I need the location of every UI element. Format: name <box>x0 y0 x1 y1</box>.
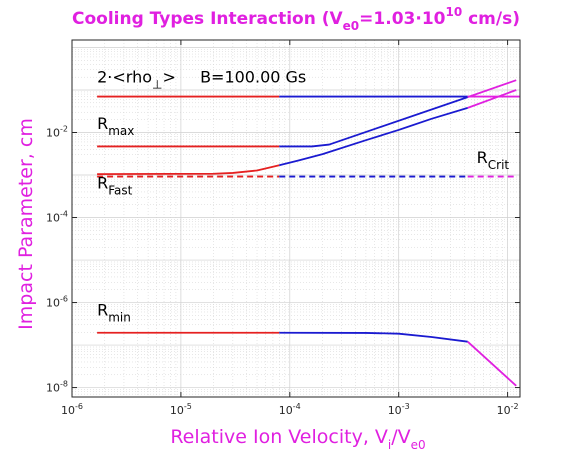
ticks: 10-6 10-5 10-4 10-3 10-2 10-8 10-6 10-4 10-2 <box>46 40 520 417</box>
rcrit-label: RCrit <box>477 148 510 172</box>
r-max-lower-line-magenta <box>467 89 517 109</box>
r-max-lower-line-red <box>97 164 280 176</box>
x-tick-label: 10-5 <box>170 402 192 417</box>
r-max-lower-line-blue <box>279 106 468 167</box>
series-group <box>97 79 520 387</box>
x-tick-label: 10-3 <box>388 402 410 417</box>
x-tick-label: 10-2 <box>497 402 519 417</box>
r-max-line-magenta <box>467 79 517 98</box>
rho-label: 2·<rho⊥> <box>97 68 176 92</box>
x-axis-label: Relative Ion Velocity, Vi/Ve0 <box>170 426 425 452</box>
r-max-line-blue <box>279 96 468 148</box>
y-tick-label: 10-2 <box>46 125 68 140</box>
y-axis-label: Impact Parameter, cm <box>15 118 37 330</box>
rfast-label: RFast <box>97 174 133 198</box>
chart-title: Cooling Types Interaction (Ve0=1.03·1010… <box>72 5 520 33</box>
b-label: B=100.00 Gs <box>200 68 306 87</box>
y-tick-label: 10-4 <box>46 210 68 225</box>
y-tick-label: 10-6 <box>46 295 68 310</box>
annotations: 2·<rho⊥> B=100.00 Gs Rmax RFast RCrit Rmin <box>97 68 509 325</box>
plot-frame <box>71 39 521 398</box>
r-min-line-blue <box>279 331 468 343</box>
x-tick-label: 10-4 <box>279 402 301 417</box>
rmax-label: Rmax <box>97 114 134 138</box>
r-min-line-magenta <box>467 341 517 387</box>
y-tick-label: 10-8 <box>46 380 68 395</box>
grid <box>71 40 520 398</box>
x-tick-label: 10-6 <box>61 402 83 417</box>
rmin-label: Rmin <box>97 300 131 324</box>
